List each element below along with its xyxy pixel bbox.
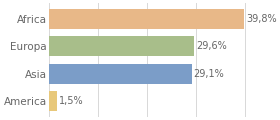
Text: 29,1%: 29,1% bbox=[194, 69, 225, 79]
Bar bbox=[49, 36, 194, 56]
Text: 1,5%: 1,5% bbox=[59, 96, 83, 106]
Text: 39,8%: 39,8% bbox=[246, 14, 277, 24]
Text: 29,6%: 29,6% bbox=[196, 41, 227, 51]
Bar bbox=[49, 64, 192, 84]
Bar bbox=[49, 9, 244, 29]
Bar bbox=[49, 91, 57, 111]
